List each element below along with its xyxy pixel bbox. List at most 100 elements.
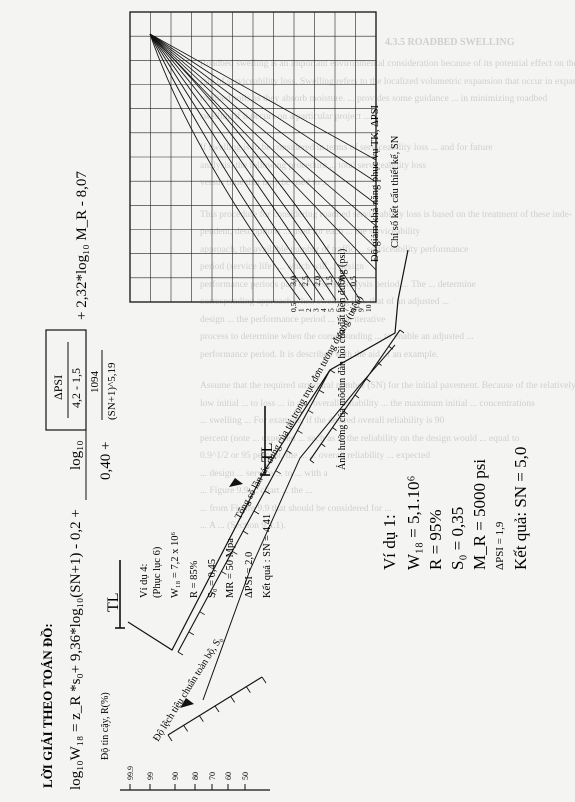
sn-tick-label: 9 <box>357 308 366 312</box>
dpsi-curve <box>149 33 313 301</box>
dpsi-curve <box>149 33 301 301</box>
path-arrow-1 <box>180 698 194 708</box>
s0-tick <box>245 686 251 693</box>
s0-ticks <box>167 676 267 742</box>
background-line: 0.9^1/2 or 95 percent, the ... ... overa… <box>200 451 431 461</box>
reliability-tick-label: 80 <box>191 772 200 780</box>
traffic-tick <box>253 510 260 515</box>
pivot-label-1: TL <box>105 592 122 612</box>
s0-tick <box>261 676 267 684</box>
equation-tail: + 2,32*log₁₀ M_R - 8,07 <box>74 171 90 320</box>
traffic-tick <box>210 591 216 595</box>
sn-tick-label: 4 <box>319 308 328 312</box>
traffic-tick <box>275 470 281 475</box>
traffic-tick <box>264 490 271 495</box>
dpsi-curve <box>149 33 349 301</box>
reliability-ticks: 99.9 99 90 80 70 60 50 <box>126 766 250 790</box>
sn-tick-label: 3 <box>312 308 321 312</box>
dpsi-curve-label: 2,5 <box>301 276 310 286</box>
traffic-tick <box>221 571 227 575</box>
mr-tick <box>354 394 360 399</box>
example-path-2 <box>202 344 396 701</box>
traffic-tick <box>232 550 238 555</box>
background-line: design ... the performance period ... Th… <box>200 314 386 325</box>
traffic-tick <box>286 450 292 454</box>
s0-tick <box>230 696 236 703</box>
example1-mr: M_R = 5000 psi <box>470 459 489 570</box>
mr-tick <box>366 378 371 383</box>
mr-tick <box>343 410 348 415</box>
reliability-tick-label: 99.9 <box>126 766 135 780</box>
example4-dpsi: ΔPSI = 2,0 <box>244 552 255 598</box>
background-line: ... swelling ... For example, if the des… <box>200 416 445 426</box>
mr-tick <box>321 443 326 448</box>
equation-den: (SN+1)^5,19 <box>106 362 118 420</box>
background-line: period (service life) ... which will ...… <box>200 262 364 272</box>
sn-tick-label: 2 <box>304 308 313 312</box>
background-heading: 4.3.5 ROADBED SWELLING <box>385 37 515 48</box>
example4-r: R = 85% <box>189 560 200 598</box>
s0-tick <box>214 705 220 713</box>
dpsi-curves <box>149 33 377 301</box>
sn-guide-line <box>149 33 377 183</box>
example1-s0: S₀ = 0,35 <box>448 507 467 570</box>
background-line: rate of serviceability loss. Swelling re… <box>200 76 575 87</box>
dpsi-curve-label: 1,5 <box>325 276 334 286</box>
example1-w18: W₁₈ = 5,1.10⁶ <box>404 476 423 570</box>
background-line: analysis, the following procedure ... to… <box>200 160 427 171</box>
example1-title: Ví dụ 1: <box>380 514 399 570</box>
s0-label: Độ lệch tiêu chuẩn toàn bộ, S₀ <box>151 634 225 743</box>
background-line: pendent, descriptions ... used for each … <box>200 227 421 237</box>
background-line: process to determine when the correspond… <box>200 332 474 342</box>
background-line: Assume that the required structural numb… <box>200 381 575 391</box>
example1-dpsi: ΔPSI = 1,9 <box>494 521 506 570</box>
reliability-tick-label: 90 <box>171 772 180 780</box>
equation-num: 1094 <box>89 371 101 394</box>
example4-w18: W₁₈ = 7,2 x 10⁶ <box>170 531 181 598</box>
dpsi-curve <box>149 33 361 301</box>
sn-tick-label: 10 <box>364 304 373 312</box>
sn-axis-label: Chỉ số kết cấu thiết kế, SN <box>390 135 401 248</box>
example1-result: Kết quả: SN = 5,0 <box>511 447 530 570</box>
s0-scale: Độ lệch tiêu chuẩn toàn bộ, S₀ <box>151 634 267 744</box>
mr-scale: Ảnh hưởng của môđun đàn hồi của đất nền … <box>309 249 405 470</box>
reliability-tick-label: 50 <box>241 772 250 780</box>
example4-s0: S₀ = 0,45 <box>207 559 218 598</box>
background-line: Roadbed swelling is an important environ… <box>200 59 575 69</box>
traffic-tick <box>199 611 205 616</box>
example1-block: Ví dụ 1: W₁₈ = 5,1.10⁶ R = 95% S₀ = 0,35… <box>380 447 530 570</box>
s0-tick <box>167 734 173 742</box>
sn-tick-label: 7 <box>342 308 351 312</box>
sn-guide-line <box>149 33 377 227</box>
dpsi-curve-label: 0,5 <box>349 276 358 286</box>
equation-den-left: 0,40 + <box>98 442 114 480</box>
mr-label: Ảnh hưởng của môđun đàn hồi của đất nền … <box>336 249 348 470</box>
path-arrow-2 <box>229 478 243 487</box>
background-line: versus time that may be used to ... <box>200 178 330 188</box>
reliability-tick-label: 99 <box>146 772 155 780</box>
traffic-tick <box>329 369 336 374</box>
traffic-tick <box>297 430 303 434</box>
mr-tick <box>332 427 337 431</box>
equation-line1: log₁₀W₁₈ = z_R *s₀+ 9,36*log₁₀(SN+1) - 0… <box>68 509 84 790</box>
sn-tick-label: 8 <box>349 308 358 312</box>
background-line: performance period. It is described with… <box>200 349 439 360</box>
example-path-1 <box>127 249 409 651</box>
example1-r: R = 95% <box>426 509 445 570</box>
s0-tick <box>198 715 204 722</box>
dpsi-curve <box>149 33 337 301</box>
example4-result: Kết quả : SN = 4,41 <box>262 514 273 598</box>
mr-tick <box>399 329 405 334</box>
dpsi-axis-label: Độ giảm khả năng phục vụ TK, ΔPSI <box>370 104 381 262</box>
background-line: percent (note ... expected ... such as .… <box>200 433 520 444</box>
traffic-tick <box>188 631 195 636</box>
example4-block: Ví dụ 4: (Phục lục 6) W₁₈ = 7,2 x 10⁶ R … <box>139 514 273 598</box>
design-chart: 3,0 2,5 2,0 1,5 1,0 0,5 Độ giảm khả năng phục… <box>129 11 401 312</box>
equation-dpsi: ΔPSI <box>51 375 65 400</box>
sn-guide-line <box>149 33 377 249</box>
background-line: roadbed soils as they absorb moisture. .… <box>200 94 548 104</box>
s0-tick <box>183 725 189 732</box>
background-line: ... Figure 9.9 ... chart ... the ... <box>200 486 313 496</box>
